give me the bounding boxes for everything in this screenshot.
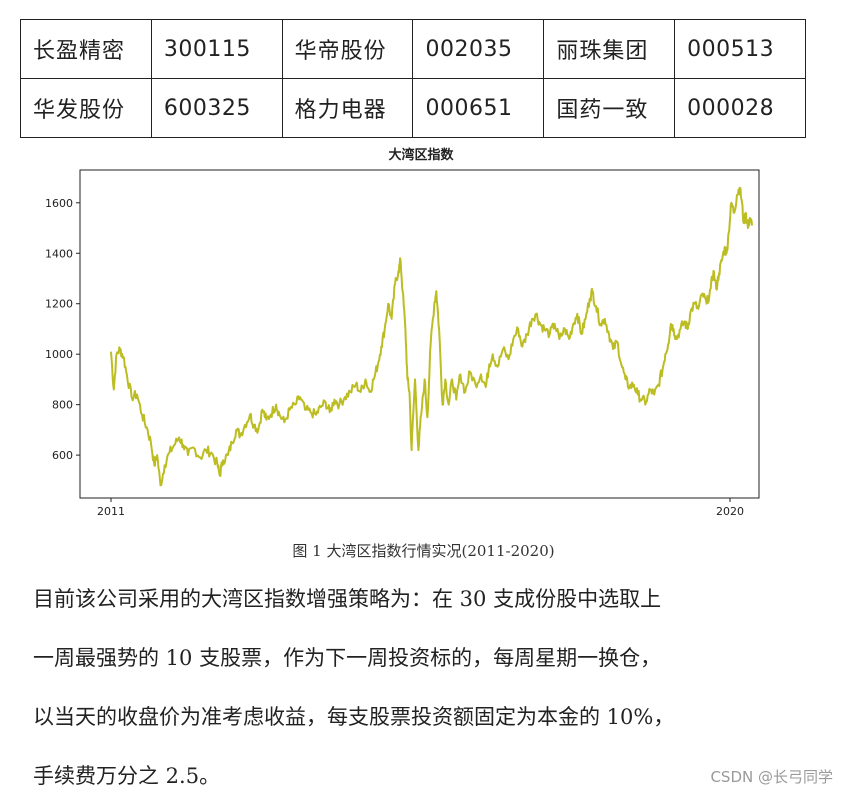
table-row: 长盈精密 300115 华帝股份 002035 丽珠集团 000513 (20, 19, 806, 79)
x-tick-label: 2011 (97, 505, 125, 518)
stock-table: 长盈精密 300115 华帝股份 002035 丽珠集团 000513 华发股份… (20, 19, 806, 138)
y-tick-label: 1400 (45, 247, 73, 260)
stock-code-cell: 000028 (674, 78, 806, 138)
table-row: 华发股份 600325 格力电器 000651 国药一致 000028 (20, 78, 806, 138)
y-tick-label: 800 (52, 399, 73, 412)
index-chart: 大湾区指数 600 800 1000 1200 1400 1600 2011 2020 (0, 140, 847, 525)
paragraph-line: 手续费万分之 2.5。 (33, 764, 221, 788)
stock-name-cell: 华发股份 (20, 78, 152, 138)
strategy-paragraph: 目前该公司采用的大湾区指数增强策略为：在 30 支成份股中选取上 一周最强势的 … (33, 575, 823, 811)
paragraph-line: 目前该公司采用的大湾区指数增强策略为：在 30 支成份股中选取上 (33, 587, 662, 611)
figure-caption: 图 1 大湾区指数行情实况(2011-2020) (292, 542, 555, 560)
stock-code-cell: 300115 (150, 19, 283, 79)
series-line (110, 186, 753, 487)
stock-name-cell: 国药一致 (543, 78, 676, 138)
stock-table-body: 长盈精密 300115 华帝股份 002035 丽珠集团 000513 华发股份… (20, 19, 806, 138)
stock-name-cell: 华帝股份 (281, 19, 414, 79)
stock-code-cell: 000651 (412, 78, 545, 138)
y-tick-label: 1000 (45, 348, 73, 361)
y-tick-label: 1600 (45, 197, 73, 210)
y-tick-label: 600 (52, 449, 73, 462)
series-layer (110, 186, 753, 487)
x-tick-label: 2020 (716, 505, 744, 518)
paragraph-line: 一周最强势的 10 支股票，作为下一周投资标的，每周星期一换仓， (33, 646, 662, 670)
stock-name-cell: 丽珠集团 (543, 19, 676, 79)
stock-name-cell: 格力电器 (281, 78, 414, 138)
chart-title: 大湾区指数 (388, 147, 454, 163)
y-tick-label: 1200 (45, 298, 73, 311)
stock-code-cell: 002035 (412, 19, 545, 79)
stock-name-cell: 长盈精密 (20, 19, 152, 79)
y-axis: 600 800 1000 1200 1400 1600 (45, 197, 80, 462)
stock-code-cell: 600325 (150, 78, 283, 138)
stock-code-cell: 000513 (674, 19, 806, 79)
x-axis: 2011 2020 (97, 498, 744, 518)
plot-frame (79, 169, 760, 499)
paragraph-line: 以当天的收盘价为准考虑收益，每支股票投资额固定为本金的 10%， (33, 705, 675, 729)
chart-svg: 大湾区指数 600 800 1000 1200 1400 1600 2011 2020 (45, 147, 760, 518)
watermark: CSDN @长弓同学 (710, 768, 833, 786)
